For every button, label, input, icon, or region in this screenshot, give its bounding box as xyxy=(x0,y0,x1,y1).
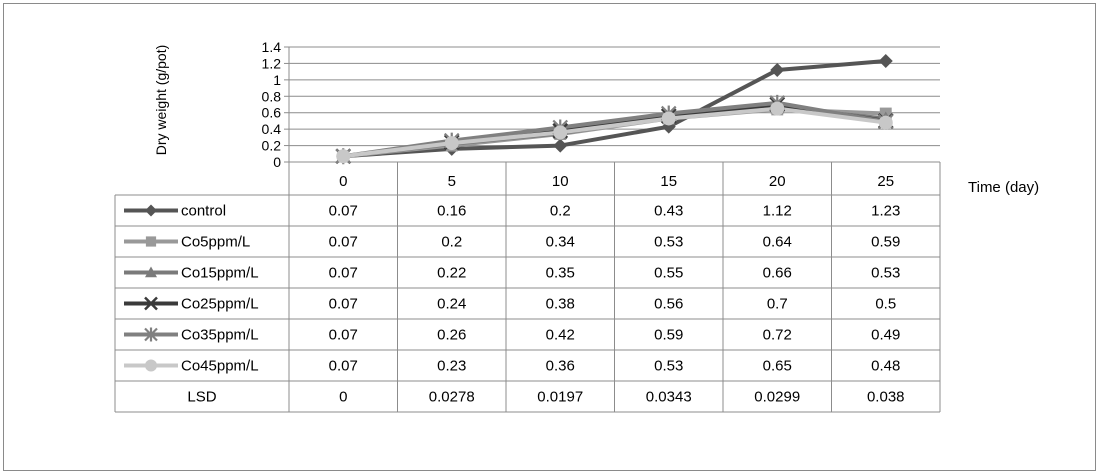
table-value: 0.7 xyxy=(767,296,788,313)
y-tick-label: 1.2 xyxy=(262,55,282,71)
table-value: 0.59 xyxy=(654,327,683,344)
table-value: 0.65 xyxy=(763,358,792,375)
table-value: 0.72 xyxy=(763,327,792,344)
legend-entry-label: Co35ppm/L xyxy=(181,327,259,344)
data-point xyxy=(878,53,893,68)
table-value: 0.38 xyxy=(546,296,575,313)
y-tick-label: 1 xyxy=(273,72,281,88)
table-value: 0.66 xyxy=(763,265,792,282)
table-value: 0.36 xyxy=(546,358,575,375)
table-value: 1.23 xyxy=(871,203,900,220)
series-markers xyxy=(335,53,894,165)
y-tick-label: 0.4 xyxy=(262,121,282,137)
data-point xyxy=(770,101,785,116)
table-value: 0.42 xyxy=(546,327,575,344)
table-value: 0.5 xyxy=(875,296,896,313)
data-point xyxy=(553,125,568,140)
table-value: 0.23 xyxy=(437,358,466,375)
data-point xyxy=(336,149,351,164)
legend-entry-label: Co15ppm/L xyxy=(181,265,259,282)
marker-stroke xyxy=(144,296,158,311)
series-lines xyxy=(342,58,887,159)
table-value: 0.2 xyxy=(550,203,571,220)
table-value: 0.56 xyxy=(654,296,683,313)
table-value: 0.07 xyxy=(329,296,358,313)
table-value: 0.07 xyxy=(329,203,358,220)
table-value: 0.55 xyxy=(654,265,683,282)
lsd-value: 0 xyxy=(339,389,347,406)
legend-entry-label: control xyxy=(181,203,226,220)
lsd-value: 0.0299 xyxy=(754,389,800,406)
table-value: 0.48 xyxy=(871,358,900,375)
legend-key-marker xyxy=(145,236,157,247)
y-tick-label: 0.8 xyxy=(262,88,282,104)
legend-entry-label: Co25ppm/L xyxy=(181,296,259,313)
table-value: 0.43 xyxy=(654,203,683,220)
table-value: 0.2 xyxy=(441,234,462,251)
x-category-label: 15 xyxy=(660,173,677,190)
x-category-label: 25 xyxy=(877,173,894,190)
data-table: 0 5 10 15 20 25 control 0.07 0.16 0.2 0.43 1.12 1.23… xyxy=(114,161,941,413)
series-line xyxy=(342,100,887,159)
data-point xyxy=(661,111,676,126)
legend-key-marker xyxy=(145,359,157,372)
legend-key-marker xyxy=(144,327,158,342)
series-line xyxy=(343,58,886,159)
x-category-label: 20 xyxy=(769,173,786,190)
x-category-label: 10 xyxy=(552,173,569,190)
table-value: 0.07 xyxy=(329,358,358,375)
x-category-label: 0 xyxy=(339,173,347,190)
series-line xyxy=(343,105,886,159)
table-value: 0.64 xyxy=(763,234,792,251)
table-value: 0.07 xyxy=(329,234,358,251)
table-value: 0.07 xyxy=(329,265,358,282)
lsd-value: 0.0278 xyxy=(429,389,475,406)
table-value: 0.24 xyxy=(437,296,466,313)
data-point xyxy=(770,63,785,77)
lsd-label: LSD xyxy=(187,389,216,406)
table-value: 0.35 xyxy=(546,265,575,282)
x-axis-label: Time (day) xyxy=(968,179,1039,196)
series-line xyxy=(343,107,886,159)
data-point xyxy=(553,138,568,153)
y-axis-label: Dry weight (g/pot) xyxy=(153,45,169,155)
lsd-value: 0.0197 xyxy=(537,389,583,406)
legend-key-marker xyxy=(145,204,157,217)
legend-entry-label: Co45ppm/L xyxy=(181,358,259,375)
table-value: 0.53 xyxy=(654,358,683,375)
table-value: 0.49 xyxy=(871,327,900,344)
lsd-value: 0.038 xyxy=(867,389,905,406)
y-tick-label: 1.4 xyxy=(262,39,282,55)
table-value: 0.22 xyxy=(437,265,466,282)
table-value: 0.26 xyxy=(437,327,466,344)
legend-key-marker xyxy=(145,266,157,278)
y-tick-label: 0.2 xyxy=(262,138,282,154)
y-tick-label: 0.6 xyxy=(262,105,282,121)
lsd-value: 0.0343 xyxy=(646,389,692,406)
table-value: 0.53 xyxy=(654,234,683,251)
x-category-label: 5 xyxy=(448,173,456,190)
data-point xyxy=(878,115,893,130)
table-value: 1.12 xyxy=(763,203,792,220)
table-value: 0.53 xyxy=(871,265,900,282)
y-axis-ticks: 00.20.40.60.811.21.4 xyxy=(262,39,289,170)
series-line xyxy=(343,106,887,159)
y-tick-label: 0 xyxy=(273,154,281,170)
legend-key-marker xyxy=(144,296,158,311)
table-value: 0.34 xyxy=(546,234,575,251)
table-value: 0.16 xyxy=(437,203,466,220)
data-point xyxy=(444,136,459,151)
table-value: 0.59 xyxy=(871,234,900,251)
chart-frame xyxy=(3,3,1096,471)
legend-entry-label: Co5ppm/L xyxy=(181,234,250,251)
table-value: 0.07 xyxy=(329,327,358,344)
